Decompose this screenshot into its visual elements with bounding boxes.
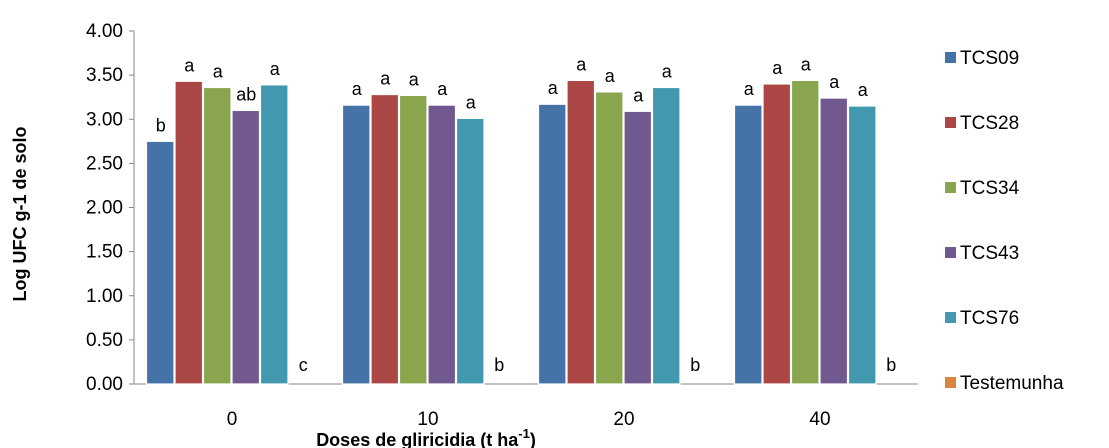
legend-label-TCS43: TCS43	[960, 243, 1019, 264]
x-tick-label: 0	[227, 409, 238, 430]
significance-letter: c	[299, 355, 308, 375]
legend-label-TCS34: TCS34	[960, 178, 1020, 199]
bar-TCS09-40	[733, 104, 763, 385]
y-tick-label: 1.00	[86, 286, 123, 307]
legend-swatch-Testemunha	[945, 377, 956, 388]
y-tick-label: 0.50	[86, 330, 123, 351]
bar-TCS09-10	[341, 104, 371, 385]
bar-TCS34-20	[594, 91, 624, 385]
bar-TCS34-10	[398, 94, 428, 385]
bar-TCS43-0	[231, 109, 261, 385]
y-tick-label: 0.00	[86, 374, 123, 395]
y-tick-label: 1.50	[86, 242, 123, 263]
significance-letter: a	[801, 54, 812, 74]
legend-label-Testemunha: Testemunha	[960, 373, 1064, 394]
x-tick-label: 20	[613, 409, 634, 430]
x-axis-title-main: Doses de gliricidia (t ha	[316, 430, 519, 448]
bar-TCS43-10	[427, 104, 457, 385]
significance-letter: a	[744, 79, 755, 99]
bar-TCS76-40	[847, 105, 877, 385]
significance-letter: a	[662, 61, 673, 81]
y-axis-ticks: 0.00 0.50 1.00 1.50 2.00 2.50 3.00 3.50 4.00	[86, 21, 134, 395]
legend-swatch-TCS28	[945, 117, 956, 128]
significance-letter: ab	[236, 84, 256, 104]
bar-TCS43-20	[623, 110, 653, 385]
significance-letter: b	[886, 355, 896, 375]
x-axis-title: Doses de gliricidia (t ha-1)	[316, 426, 536, 448]
significance-letter: a	[829, 72, 840, 92]
significance-letter: a	[352, 79, 363, 99]
legend-swatch-TCS09	[945, 52, 956, 63]
significance-letter: a	[437, 79, 448, 99]
y-tick-label: 2.50	[86, 153, 123, 174]
y-tick-label: 2.00	[86, 198, 123, 219]
significance-letter: a	[858, 80, 869, 100]
significance-letter: a	[213, 61, 224, 81]
legend-label-TCS09: TCS09	[960, 48, 1019, 69]
bar-TCS76-0	[259, 84, 289, 385]
y-tick-label: 3.00	[86, 109, 123, 130]
bar-TCS34-0	[202, 86, 232, 385]
bar-TCS76-20	[651, 86, 681, 385]
legend-label-TCS76: TCS76	[960, 308, 1019, 329]
bars	[145, 79, 877, 385]
significance-letter: a	[576, 54, 587, 74]
y-tick-label: 3.50	[86, 65, 123, 86]
y-tick-label: 4.00	[86, 21, 123, 42]
significance-letter: b	[156, 115, 166, 135]
legend-swatch-TCS76	[945, 312, 956, 323]
legend: TCS09 TCS28 TCS34 TCS43 TCS76 Testemunha	[945, 48, 1064, 394]
bar-TCS28-10	[370, 93, 400, 385]
significance-letter: a	[466, 92, 477, 112]
x-tick-label: 40	[809, 409, 830, 430]
significance-letter: a	[548, 78, 559, 98]
x-axis-ticks: 0 10 20 40	[227, 409, 831, 430]
legend-label-TCS28: TCS28	[960, 113, 1019, 134]
bar-TCS28-20	[566, 79, 596, 385]
significance-letter: a	[605, 66, 616, 86]
bar-TCS09-0	[145, 140, 175, 385]
legend-swatch-TCS34	[945, 182, 956, 193]
bar-TCS28-40	[762, 83, 792, 385]
y-axis-title: Log UFC g-1 de solo	[10, 127, 30, 302]
bar-TCS09-20	[537, 103, 567, 385]
bar-TCS34-40	[790, 79, 820, 385]
x-axis-title-superscript: -1	[518, 426, 530, 441]
significance-letter: b	[690, 355, 700, 375]
legend-swatch-TCS43	[945, 247, 956, 258]
bar-TCS43-40	[819, 97, 849, 385]
x-tick-label: 10	[417, 409, 438, 430]
significance-letter: a	[772, 58, 783, 78]
bar-TCS76-10	[455, 117, 485, 385]
significance-letter: a	[633, 85, 644, 105]
significance-letter: a	[184, 55, 195, 75]
significance-letter: a	[270, 59, 281, 79]
significance-letter: b	[494, 355, 504, 375]
significance-letter: a	[409, 69, 420, 89]
bar-TCS28-0	[174, 80, 204, 385]
significance-letter: a	[380, 69, 391, 89]
x-axis-title-close: )	[530, 430, 536, 448]
